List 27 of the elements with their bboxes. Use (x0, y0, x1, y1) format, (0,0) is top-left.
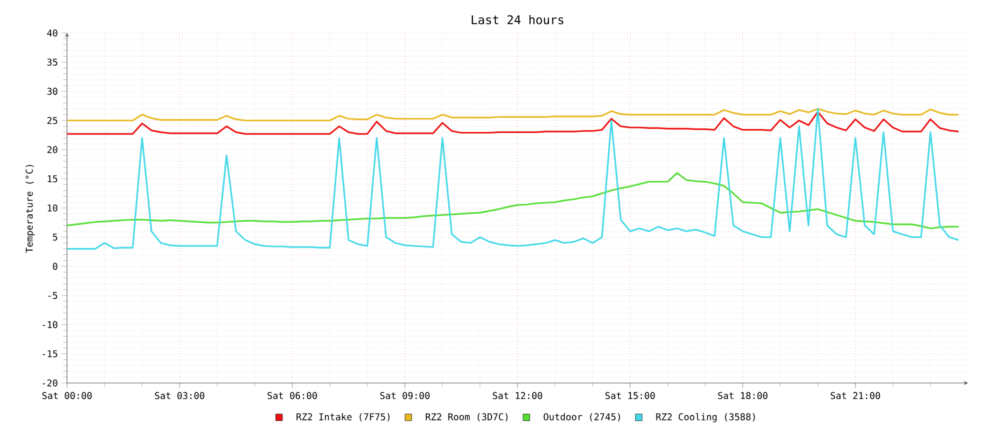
y-tick-label: 20 (47, 146, 58, 154)
legend-label: RZ2 Room (3D7C) (426, 413, 508, 422)
x-tick-label: Sat 03:00 (154, 392, 204, 400)
y-tick-label: 30 (47, 88, 58, 95)
x-tick-label: Sat 06:00 (268, 392, 317, 400)
y-tick-label: 0 (52, 262, 58, 270)
x-tick-label: Sat 00:00 (42, 392, 92, 400)
y-tick-label: 35 (47, 58, 58, 66)
y-tick-label: 10 (48, 204, 58, 212)
chart-title: Last 24 hours (472, 14, 564, 24)
x-tick-label: Sat 09:00 (380, 392, 430, 400)
x-tick-label: Sat 21:00 (830, 392, 880, 400)
y-tick-label: -20 (42, 379, 58, 387)
x-tick-label: Sat 18:00 (718, 392, 768, 400)
y-tick-label: 15 (48, 175, 58, 182)
y-tick-label: -5 (48, 292, 58, 299)
legend-label: RZ2 Cooling (3588) (656, 413, 755, 422)
x-tick-label: Sat 15:00 (605, 392, 655, 400)
y-axis-title: Temperature (°C) (26, 164, 35, 253)
y-tick-label: -15 (42, 350, 58, 358)
x-tick-label: Sat 12:00 (492, 392, 542, 400)
y-tick-label: 5 (52, 234, 58, 241)
y-tick-label: -10 (42, 321, 58, 328)
legend-label: Outdoor (2745) (544, 413, 620, 422)
y-tick-label: 25 (47, 116, 58, 124)
legend-label: RZ2 Intake (7F75) (296, 413, 390, 422)
y-tick-label: 40 (47, 29, 58, 37)
